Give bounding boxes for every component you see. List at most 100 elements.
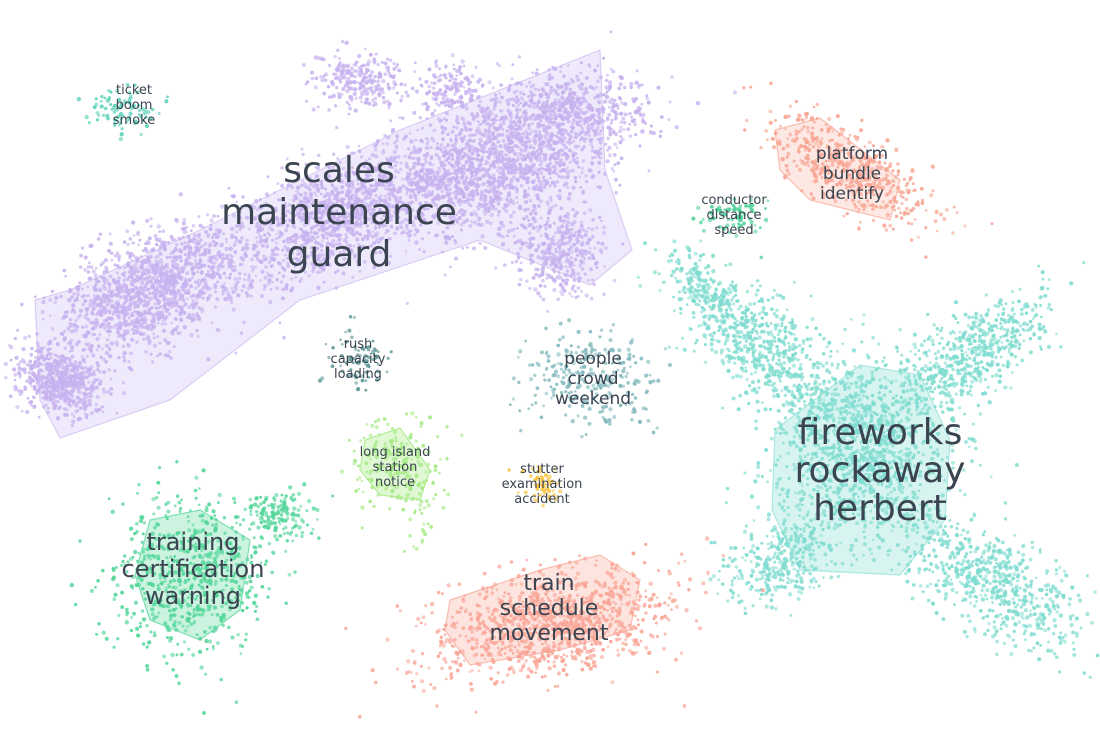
data-point [168, 349, 172, 354]
data-point [109, 386, 114, 391]
data-point [511, 63, 515, 66]
data-point [468, 223, 473, 228]
data-point [175, 281, 180, 285]
data-point [167, 284, 172, 289]
data-point [468, 148, 472, 152]
data-point [528, 199, 533, 203]
data-point [458, 192, 462, 196]
data-point [37, 369, 41, 374]
data-point [595, 79, 600, 84]
data-point [514, 177, 519, 182]
data-point [95, 336, 100, 342]
data-point [104, 312, 107, 315]
data-point [33, 355, 38, 360]
data-point [16, 362, 21, 367]
data-point [230, 194, 234, 198]
data-point [86, 285, 90, 289]
data-point [13, 372, 18, 377]
data-point [36, 344, 41, 349]
data-point [122, 314, 127, 318]
data-point [41, 381, 44, 385]
data-point [205, 285, 210, 290]
data-point [72, 309, 77, 315]
data-point [404, 161, 409, 166]
data-point [516, 201, 519, 205]
data-point [98, 232, 103, 236]
data-point [46, 341, 52, 346]
data-point [127, 270, 131, 274]
data-point [375, 142, 379, 146]
data-point [579, 71, 583, 75]
data-point [217, 250, 222, 255]
data-point [85, 316, 89, 320]
data-point [468, 203, 472, 207]
data-point [486, 208, 491, 213]
data-point [565, 154, 570, 159]
data-point [455, 149, 459, 153]
data-point [163, 322, 168, 326]
data-point [142, 332, 146, 336]
data-point [478, 131, 483, 136]
data-point [135, 260, 139, 264]
data-point [243, 278, 246, 282]
data-point [151, 267, 155, 272]
data-point [35, 341, 40, 346]
data-point [119, 334, 123, 337]
data-point [132, 331, 136, 335]
data-point [30, 371, 35, 377]
data-point [51, 402, 55, 406]
data-point [525, 135, 529, 139]
data-point [64, 310, 69, 315]
data-point [144, 318, 148, 322]
data-point [573, 131, 578, 136]
data-point [239, 205, 243, 208]
data-point [123, 307, 128, 312]
data-point [216, 328, 221, 333]
data-point [386, 135, 391, 140]
data-point [456, 121, 460, 125]
data-point [537, 178, 541, 182]
data-point [229, 272, 233, 276]
data-point [445, 235, 451, 240]
data-point [401, 184, 405, 188]
data-point [399, 161, 403, 165]
data-point [266, 175, 270, 179]
data-point [191, 313, 196, 318]
data-point [22, 335, 28, 341]
data-point [509, 180, 513, 185]
data-point [511, 210, 516, 215]
data-point [178, 237, 182, 241]
data-point [422, 172, 426, 176]
data-point [152, 336, 156, 340]
data-point [255, 240, 259, 244]
data-point [108, 311, 112, 315]
data-point [154, 237, 159, 242]
data-point [43, 363, 47, 367]
data-point [579, 86, 584, 91]
data-point [118, 288, 123, 293]
data-point [184, 277, 187, 281]
data-point [112, 368, 117, 373]
data-point [240, 289, 244, 292]
data-point [36, 388, 40, 393]
data-point [610, 167, 614, 171]
data-point [568, 169, 572, 173]
data-point [542, 176, 546, 179]
data-point [479, 158, 483, 162]
data-point [218, 273, 222, 277]
data-point [206, 270, 210, 273]
data-point [488, 167, 491, 171]
data-point [108, 274, 113, 279]
data-point [444, 240, 449, 245]
data-point [155, 311, 159, 315]
data-point [35, 332, 39, 336]
data-point [114, 340, 119, 345]
data-point [485, 150, 490, 154]
data-point [209, 223, 213, 227]
data-point [199, 238, 203, 242]
data-point [659, 129, 663, 134]
data-point [523, 145, 528, 149]
data-point [489, 212, 494, 218]
data-point [478, 241, 482, 246]
data-point [100, 323, 104, 327]
